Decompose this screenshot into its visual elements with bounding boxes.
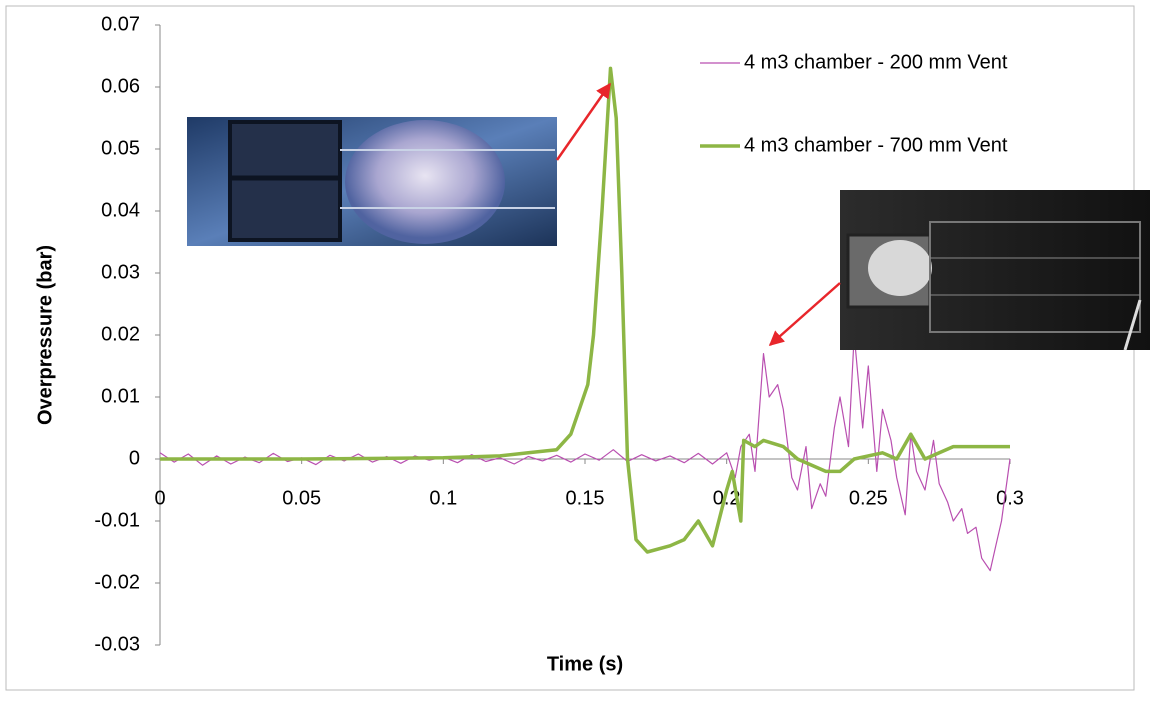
x-tick-label: 0.3 xyxy=(996,487,1024,509)
legend-label: 4 m3 chamber - 200 mm Vent xyxy=(744,51,1008,73)
annotation-arrow xyxy=(555,82,612,161)
x-tick-label: 0.1 xyxy=(429,487,457,509)
x-tick-label: 0.25 xyxy=(849,487,888,509)
legend-label: 4 m3 chamber - 700 mm Vent xyxy=(744,134,1008,156)
x-tick-label: 0.2 xyxy=(713,487,741,509)
y-tick-label: 0.02 xyxy=(101,323,140,345)
x-tick-label: 0 xyxy=(154,487,165,509)
y-tick-label: -0.02 xyxy=(94,571,140,593)
annotation-arrow xyxy=(768,282,841,346)
y-tick-label: 0.07 xyxy=(101,13,140,35)
x-tick-label: 0.15 xyxy=(566,487,605,509)
x-axis-title: Time (s) xyxy=(547,653,623,675)
y-tick-label: 0.04 xyxy=(101,199,140,221)
y-tick-label: 0.05 xyxy=(101,137,140,159)
y-axis-title: Overpressure (bar) xyxy=(34,245,56,425)
photo-vent xyxy=(840,190,1150,351)
y-tick-label: 0.03 xyxy=(101,261,140,283)
y-tick-label: -0.01 xyxy=(94,509,140,531)
x-tick-label: 0.05 xyxy=(282,487,321,509)
y-tick-label: -0.03 xyxy=(94,633,140,655)
series-line xyxy=(160,66,1010,554)
y-tick-label: 0.06 xyxy=(101,75,140,97)
photo-flame xyxy=(187,117,557,246)
y-tick-label: 0.01 xyxy=(101,385,140,407)
y-tick-label: 0 xyxy=(129,447,140,469)
